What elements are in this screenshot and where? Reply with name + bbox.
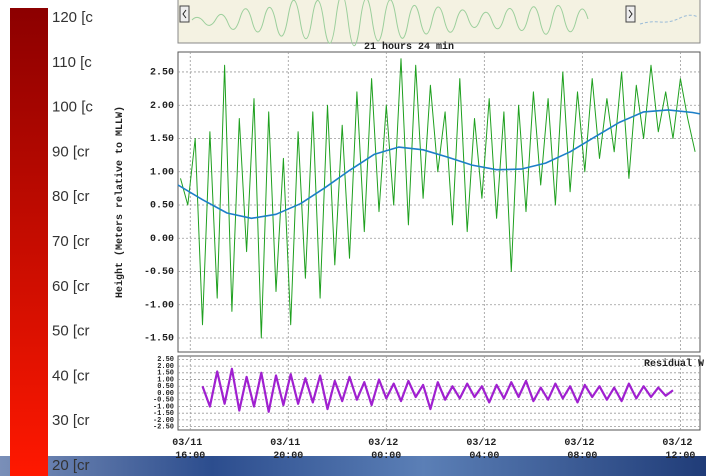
y-tick-label: 2.00 — [150, 101, 174, 112]
x-tick-label: 03/11 20:00 — [270, 437, 306, 462]
x-tick-label: 03/12 12:00 — [662, 437, 698, 462]
y-tick-label: 0.50 — [150, 201, 174, 212]
y-tick-label: -0.50 — [144, 267, 174, 278]
data-line — [177, 109, 701, 220]
scroll-left-button[interactable] — [179, 5, 190, 23]
scroll-right-icon — [628, 9, 633, 19]
chart-title: Residual W — [644, 358, 704, 370]
y-tick-label: -0.50 — [153, 397, 174, 405]
x-tick-line: 03/12 — [662, 437, 698, 449]
x-tick-line: 12:00 — [665, 451, 695, 462]
overview-box — [177, 0, 701, 44]
legend-label: 40 [cr — [52, 367, 90, 384]
y-tick-label: 1.00 — [157, 376, 174, 384]
y-tick-label: 1.00 — [150, 167, 174, 178]
y-tick-label: 0.00 — [157, 390, 174, 398]
legend-label: 50 [cr — [52, 323, 90, 340]
y-tick-label: -1.50 — [153, 410, 174, 418]
x-tick-label: 03/12 04:00 — [466, 437, 502, 462]
x-tick-line: 16:00 — [175, 451, 205, 462]
y-tick-label: 2.00 — [157, 363, 174, 371]
overview-sparkline — [191, 0, 589, 47]
y-tick-label: 1.50 — [150, 134, 174, 145]
y-tick-label: -2.50 — [153, 423, 174, 431]
x-tick-label: 03/12 00:00 — [368, 437, 404, 462]
legend-bar — [10, 8, 48, 476]
data-line — [201, 367, 674, 413]
legend-label: 90 [cr — [52, 143, 90, 160]
y-tick-label: 1.50 — [157, 370, 174, 378]
scroll-right-button[interactable] — [625, 5, 636, 23]
y-axis-label: Height (Meters relative to MLLW) — [114, 106, 126, 298]
overview-forecast — [639, 14, 699, 25]
legend-label: 60 [cr — [52, 278, 90, 295]
background-photo — [0, 456, 706, 476]
legend-label: 70 [cr — [52, 233, 90, 250]
charts: 2.502.001.501.000.500.00-0.50-1.00-1.502… — [114, 41, 704, 462]
y-tick-label: 0.50 — [157, 383, 174, 391]
y-tick-label: -1.50 — [144, 334, 174, 345]
overview — [177, 0, 701, 47]
x-tick-line: 20:00 — [273, 451, 303, 462]
x-tick-line: 03/11 — [172, 437, 208, 449]
x-tick-line: 03/12 — [466, 437, 502, 449]
x-tick-line: 00:00 — [371, 451, 401, 462]
legend-label: 80 [cr — [52, 188, 90, 205]
data-line — [180, 58, 696, 339]
x-tick-line: 04:00 — [469, 451, 499, 462]
scroll-left-icon — [182, 9, 187, 19]
x-tick-line: 03/12 — [564, 437, 600, 449]
legend-label: 120 [c — [52, 9, 93, 26]
x-tick-label: 03/11 16:00 — [172, 437, 208, 462]
y-tick-label: 2.50 — [150, 68, 174, 79]
x-tick-line: 03/11 — [270, 437, 306, 449]
y-tick-label: -2.00 — [153, 417, 174, 425]
legend-label: 20 [cr — [52, 457, 90, 474]
chart-title: 21 hours 24 min — [364, 41, 454, 53]
x-tick-label: 03/12 08:00 — [564, 437, 600, 462]
y-tick-label: -1.00 — [153, 403, 174, 411]
x-tick-line: 03/12 — [368, 437, 404, 449]
y-tick-label: 2.50 — [157, 356, 174, 364]
x-tick-line: 08:00 — [567, 451, 597, 462]
legend-label: 100 [c — [52, 99, 93, 116]
plot-area — [177, 51, 701, 353]
y-tick-label: 0.00 — [150, 234, 174, 245]
color-legend: 120 [c 110 [c 100 [c 90 [cr 80 [cr 70 [cr 60 [… — [10, 8, 93, 476]
legend-label: 110 [c — [52, 54, 92, 71]
y-tick-label: -1.00 — [144, 300, 174, 311]
legend-label: 30 [cr — [52, 412, 90, 429]
